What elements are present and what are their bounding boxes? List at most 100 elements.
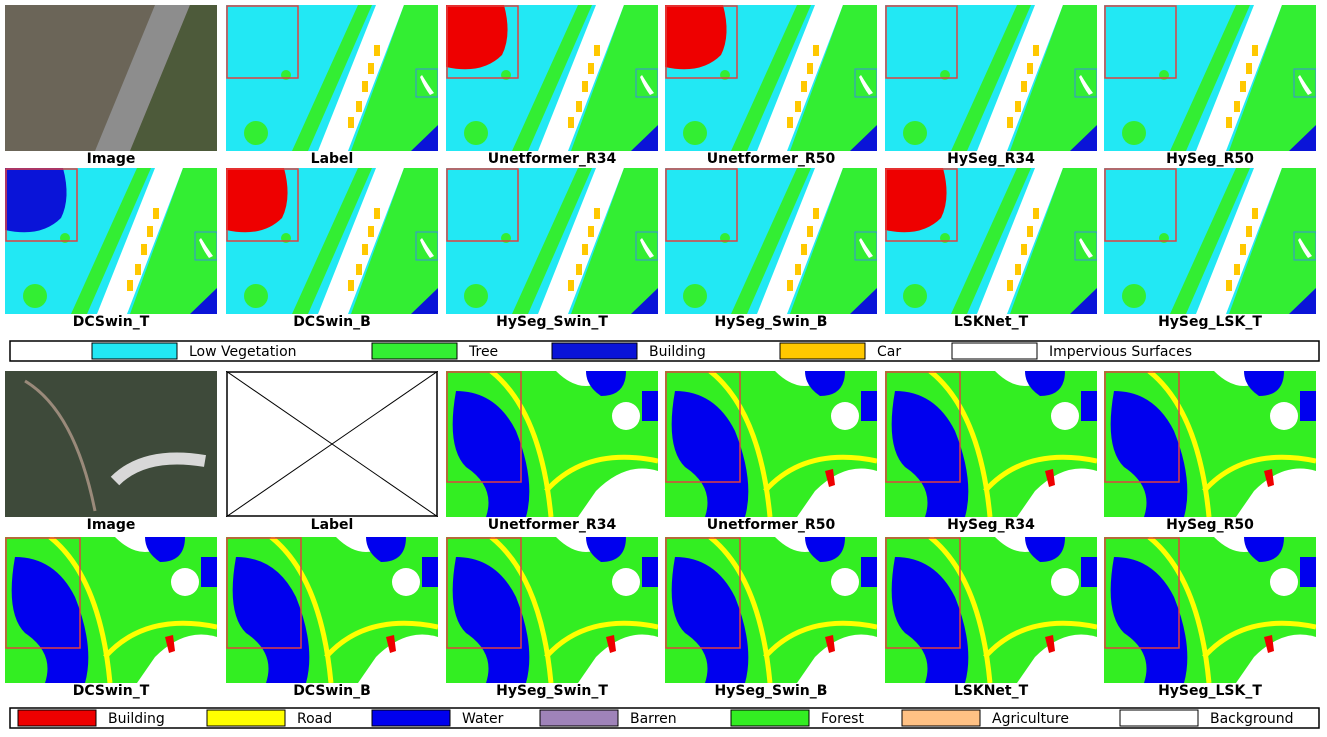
result-tile bbox=[446, 168, 658, 314]
car bbox=[795, 264, 801, 275]
legend-label: Road bbox=[297, 711, 332, 727]
car bbox=[362, 244, 368, 255]
caption: HySeg_Swin_T bbox=[496, 314, 608, 330]
result-tile bbox=[226, 371, 438, 517]
legend-label: Car bbox=[877, 344, 901, 360]
car bbox=[807, 226, 813, 237]
background bbox=[1270, 568, 1298, 596]
caption: Image bbox=[87, 151, 136, 167]
car bbox=[1007, 280, 1013, 291]
background bbox=[1270, 402, 1298, 430]
tree bbox=[683, 284, 707, 308]
caption: DCSwin_T bbox=[73, 683, 150, 699]
legend-label: Water bbox=[462, 711, 504, 727]
legend-swatch bbox=[902, 710, 980, 726]
legend-swatch bbox=[1120, 710, 1198, 726]
car bbox=[594, 208, 600, 219]
car bbox=[1033, 208, 1039, 219]
background bbox=[612, 568, 640, 596]
caption: Label bbox=[311, 151, 354, 167]
car bbox=[1240, 81, 1246, 92]
result-tile bbox=[1104, 5, 1316, 151]
result-tile bbox=[226, 5, 438, 151]
car bbox=[1015, 101, 1021, 112]
car bbox=[1027, 226, 1033, 237]
car bbox=[1007, 117, 1013, 128]
result-tile bbox=[1104, 371, 1316, 517]
car bbox=[1021, 244, 1027, 255]
car bbox=[1226, 117, 1232, 128]
result-tile bbox=[665, 168, 877, 314]
background bbox=[831, 402, 859, 430]
car bbox=[588, 63, 594, 74]
legend-swatch bbox=[372, 710, 450, 726]
legend-swatch bbox=[952, 343, 1037, 359]
car bbox=[568, 280, 574, 291]
water bbox=[642, 557, 658, 587]
result-tile bbox=[885, 168, 1097, 314]
tree bbox=[683, 121, 707, 145]
car bbox=[801, 81, 807, 92]
car bbox=[588, 226, 594, 237]
car bbox=[348, 117, 354, 128]
caption: LSKNet_T bbox=[954, 314, 1029, 330]
car bbox=[368, 226, 374, 237]
water bbox=[1081, 557, 1097, 587]
caption: DCSwin_B bbox=[293, 683, 371, 699]
car bbox=[356, 264, 362, 275]
legend-label: Barren bbox=[630, 711, 677, 727]
car bbox=[1234, 101, 1240, 112]
result-tile bbox=[226, 537, 438, 683]
legend-swatch bbox=[540, 710, 618, 726]
water bbox=[1300, 391, 1316, 421]
legend-swatch bbox=[552, 343, 637, 359]
car bbox=[362, 81, 368, 92]
result-tile bbox=[885, 371, 1097, 517]
background bbox=[171, 568, 199, 596]
caption: DCSwin_B bbox=[293, 314, 371, 330]
legend-swatch bbox=[18, 710, 96, 726]
legend-label: Low Vegetation bbox=[189, 344, 297, 360]
legend-label: Forest bbox=[821, 711, 864, 727]
car bbox=[1240, 244, 1246, 255]
car bbox=[127, 280, 133, 291]
tree bbox=[1122, 121, 1146, 145]
car bbox=[141, 244, 147, 255]
caption: HySeg_LSK_T bbox=[1158, 683, 1262, 699]
legend-swatch bbox=[207, 710, 285, 726]
water bbox=[422, 557, 438, 587]
water bbox=[642, 391, 658, 421]
car bbox=[795, 101, 801, 112]
result-tile bbox=[5, 5, 217, 151]
car bbox=[374, 208, 380, 219]
car bbox=[1033, 45, 1039, 56]
caption: HySeg_R34 bbox=[947, 151, 1035, 167]
caption: Unetformer_R34 bbox=[488, 517, 617, 533]
caption: LSKNet_T bbox=[954, 683, 1029, 699]
car bbox=[1226, 280, 1232, 291]
background bbox=[1051, 402, 1079, 430]
caption: Unetformer_R50 bbox=[707, 151, 836, 167]
legend-label: Agriculture bbox=[992, 711, 1069, 727]
background bbox=[831, 568, 859, 596]
caption: DCSwin_T bbox=[73, 314, 150, 330]
caption: HySeg_Swin_B bbox=[715, 314, 828, 330]
result-tile bbox=[665, 537, 877, 683]
tree bbox=[464, 121, 488, 145]
photo bbox=[5, 371, 217, 517]
car bbox=[135, 264, 141, 275]
car bbox=[594, 45, 600, 56]
car bbox=[576, 264, 582, 275]
result-tile bbox=[885, 5, 1097, 151]
result-tile bbox=[5, 371, 217, 517]
car bbox=[1021, 81, 1027, 92]
car bbox=[787, 280, 793, 291]
caption: HySeg_LSK_T bbox=[1158, 314, 1262, 330]
tree bbox=[23, 284, 47, 308]
result-tile bbox=[446, 371, 658, 517]
result-tile bbox=[1104, 168, 1316, 314]
result-tile bbox=[446, 537, 658, 683]
water bbox=[1300, 557, 1316, 587]
car bbox=[582, 244, 588, 255]
car bbox=[576, 101, 582, 112]
